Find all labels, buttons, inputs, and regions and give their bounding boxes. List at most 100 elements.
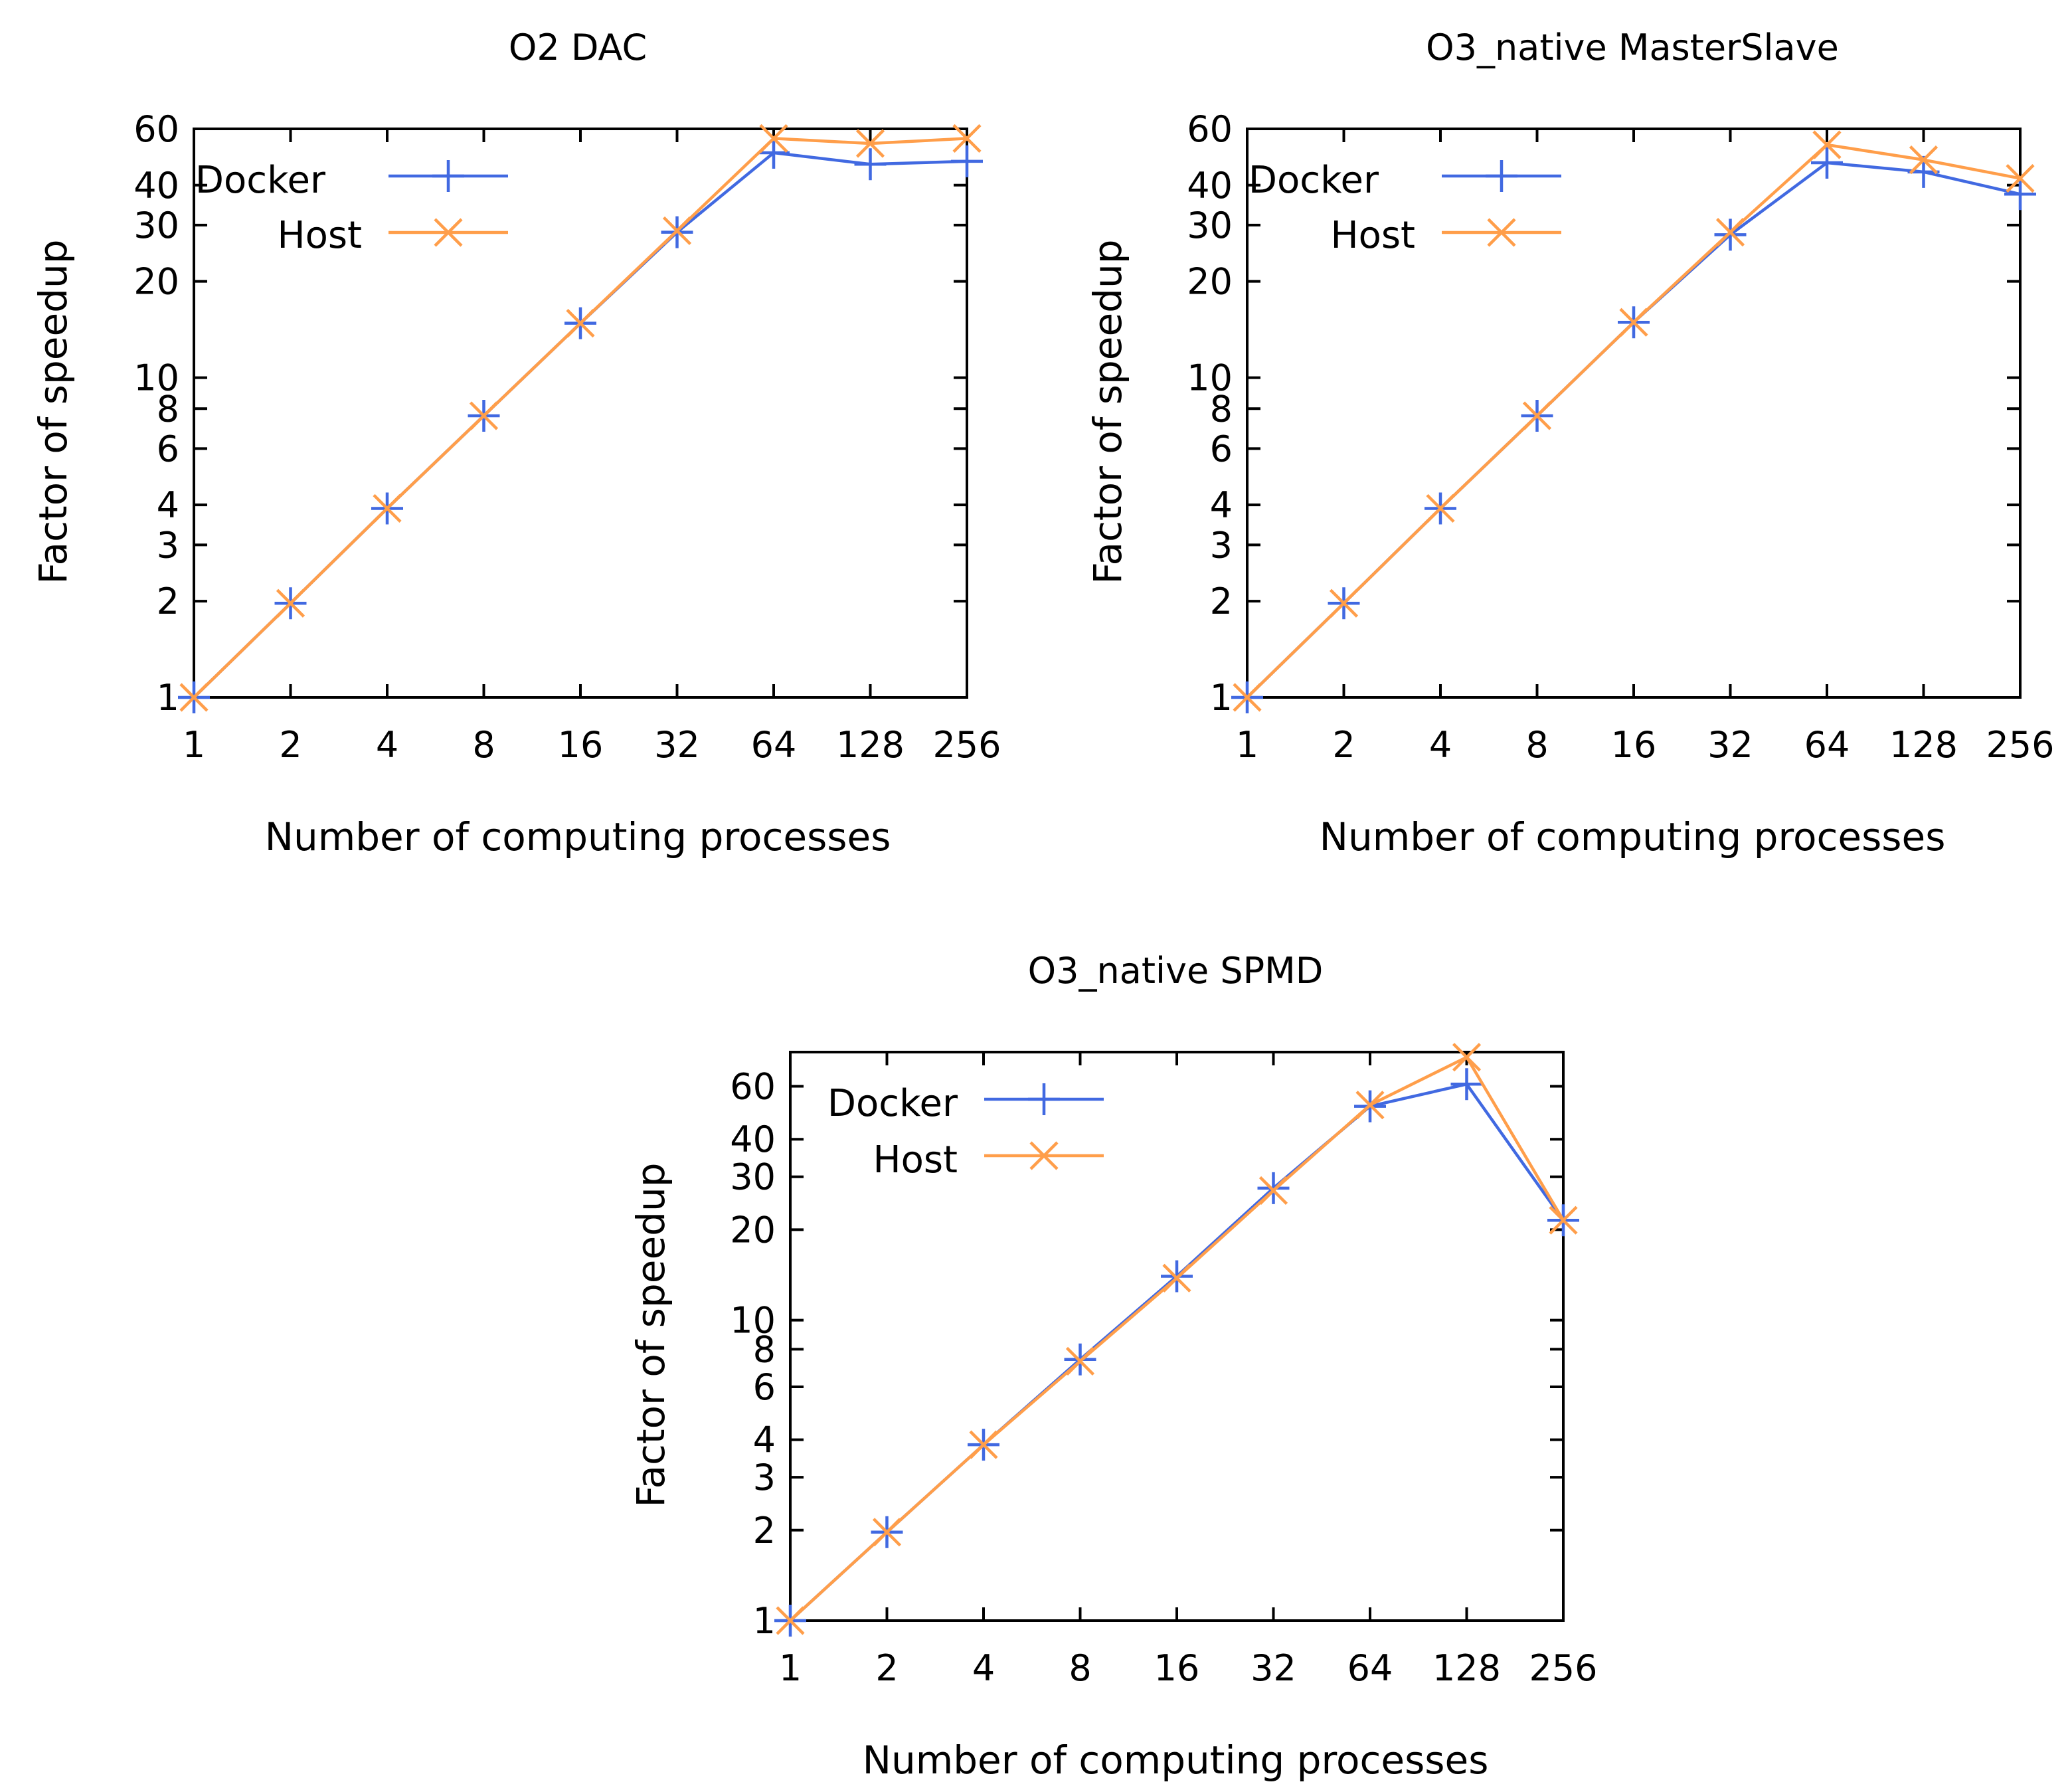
y-tick-label: 30 xyxy=(730,1156,776,1198)
legend: Docker Host xyxy=(827,1082,1104,1182)
data-point-host xyxy=(662,216,692,246)
x-tick-label: 4 xyxy=(376,724,398,766)
data-point-host xyxy=(776,1606,805,1635)
data-point-host xyxy=(1619,308,1648,337)
x-tick-label: 4 xyxy=(1429,724,1452,766)
x-tick-label: 256 xyxy=(932,724,1001,766)
data-point-host xyxy=(276,588,305,618)
x-tick-label: 16 xyxy=(1611,724,1657,766)
data-point-host xyxy=(1329,588,1359,618)
y-tick-label: 2 xyxy=(1210,581,1233,622)
x-tick-label: 2 xyxy=(279,724,302,766)
y-tick-label: 40 xyxy=(730,1119,776,1160)
chart-o2-dac: O2 DAC Number of computing processes Fac… xyxy=(31,27,1001,859)
data-point-host xyxy=(1549,1206,1578,1235)
y-tick-label: 3 xyxy=(753,1457,776,1498)
chart-o3-native-spmd: O3_native SPMD Number of computing proce… xyxy=(628,950,1598,1783)
chart-o3-native-masterslave: O3_native MasterSlave Number of computin… xyxy=(1085,27,2055,859)
y-tick-label: 10 xyxy=(1187,357,1233,399)
data-point-host xyxy=(1812,130,1842,159)
y-tick-label: 4 xyxy=(1210,484,1233,526)
y-tick-label: 2 xyxy=(157,581,179,622)
series xyxy=(774,1043,1579,1637)
series xyxy=(1231,130,2036,713)
y-tick-label: 20 xyxy=(1187,261,1233,303)
x-tick-label: 4 xyxy=(972,1647,995,1689)
y-tick-label: 40 xyxy=(1187,165,1233,207)
y-tick-label: 8 xyxy=(1210,388,1233,430)
y-axis-label: Factor of speedup xyxy=(31,239,76,584)
x-tick-label: 1 xyxy=(183,724,205,766)
legend-marker-host xyxy=(1487,218,1516,247)
legend-marker-host xyxy=(434,218,463,247)
x-tick-label: 8 xyxy=(1525,724,1548,766)
data-point-host xyxy=(1522,401,1552,430)
data-point-host xyxy=(1065,1346,1095,1376)
x-tick-label: 2 xyxy=(1332,724,1355,766)
data-point-host xyxy=(469,401,499,430)
x-axis-label: Number of computing processes xyxy=(863,1738,1489,1783)
y-tick-label: 20 xyxy=(730,1209,776,1251)
x-tick-label: 32 xyxy=(1251,1647,1296,1689)
x-tick-label: 32 xyxy=(1707,724,1753,766)
legend-marker-host xyxy=(1029,1141,1059,1170)
y-tick-label: 30 xyxy=(1187,205,1233,246)
y-tick-label: 60 xyxy=(1187,108,1233,150)
data-point-host xyxy=(179,683,209,712)
y-tick-label: 4 xyxy=(157,484,179,526)
data-point-host xyxy=(969,1430,998,1459)
data-point-host xyxy=(1426,493,1455,523)
legend-label-docker: Docker xyxy=(195,159,326,202)
x-axis-label: Number of computing processes xyxy=(265,814,891,859)
series xyxy=(178,124,983,713)
chart-title: O2 DAC xyxy=(509,27,647,68)
y-axis-label: Factor of speedup xyxy=(628,1162,673,1507)
x-tick-label: 64 xyxy=(1804,724,1850,766)
legend-label-host: Host xyxy=(873,1138,958,1182)
legend-label-docker: Docker xyxy=(1249,159,1379,202)
x-tick-label: 64 xyxy=(751,724,797,766)
legend-label-host: Host xyxy=(1330,214,1415,257)
y-tick-label: 10 xyxy=(730,1300,776,1342)
y-tick-label: 6 xyxy=(753,1366,776,1408)
y-tick-label: 8 xyxy=(753,1328,776,1370)
data-point-host xyxy=(1452,1043,1482,1072)
legend-label-docker: Docker xyxy=(827,1082,958,1125)
x-tick-label: 128 xyxy=(1889,724,1958,766)
x-tick-label: 2 xyxy=(875,1647,898,1689)
data-point-host xyxy=(872,1518,902,1547)
chart-title: O3_native SPMD xyxy=(1028,950,1324,992)
legend: Docker Host xyxy=(195,159,508,257)
x-tick-label: 64 xyxy=(1347,1647,1393,1689)
data-point-host xyxy=(1233,683,1262,712)
data-point-host xyxy=(566,309,595,338)
x-tick-label: 256 xyxy=(1529,1647,1597,1689)
y-tick-label: 6 xyxy=(157,428,179,470)
y-tick-label: 1 xyxy=(1210,677,1233,719)
y-tick-label: 30 xyxy=(133,205,179,246)
data-point-host xyxy=(1162,1263,1191,1293)
x-tick-label: 32 xyxy=(654,724,700,766)
y-tick-label: 10 xyxy=(133,357,179,399)
x-tick-label: 1 xyxy=(1236,724,1258,766)
y-tick-label: 40 xyxy=(133,165,179,207)
y-tick-label: 60 xyxy=(133,108,179,150)
y-tick-label: 60 xyxy=(730,1066,776,1108)
y-axis-label: Factor of speedup xyxy=(1085,239,1130,584)
data-point-host xyxy=(952,124,982,153)
y-tick-label: 6 xyxy=(1210,428,1233,470)
data-point-host xyxy=(1258,1176,1288,1206)
data-point-host xyxy=(2006,163,2035,193)
y-tick-label: 8 xyxy=(157,388,179,430)
data-point-host xyxy=(373,493,402,523)
x-tick-label: 128 xyxy=(1432,1647,1501,1689)
chart-title: O3_native MasterSlave xyxy=(1426,27,1839,68)
data-point-host xyxy=(855,129,885,158)
y-tick-label: 1 xyxy=(753,1600,776,1642)
data-point-host xyxy=(759,124,788,153)
